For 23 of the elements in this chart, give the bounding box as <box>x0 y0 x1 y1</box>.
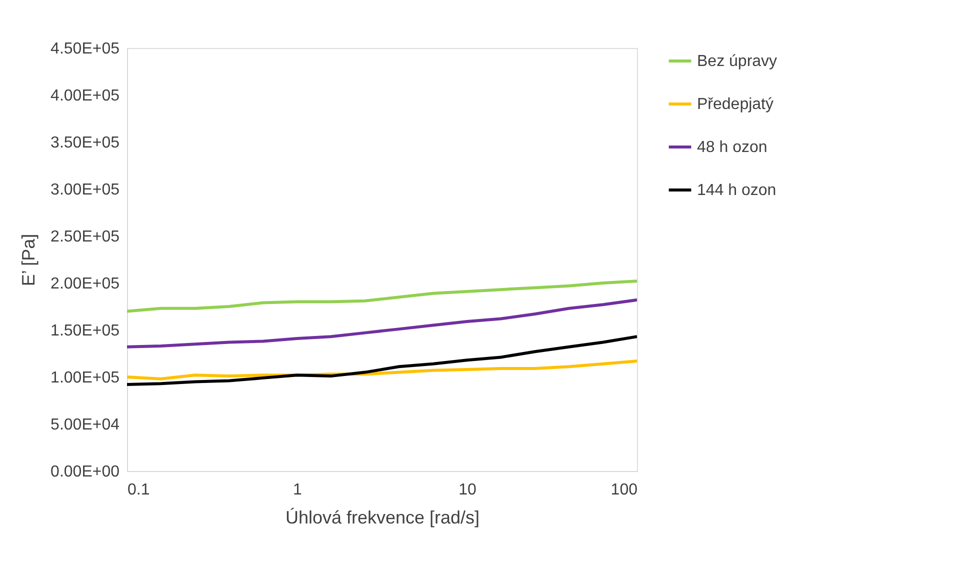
x-tick-label: 10 <box>458 482 476 498</box>
x-tick-label: 0.1 <box>128 482 150 498</box>
line-series <box>127 335 637 386</box>
line-series <box>127 280 637 313</box>
y-tick-label: 4.00E+05 <box>50 88 120 104</box>
x-axis-title: Úhlová frekvence [rad/s] <box>285 508 480 528</box>
legend-label: Předepjatý <box>697 96 774 113</box>
y-tick-label: 4.50E+05 <box>50 40 120 58</box>
y-tick-label: 2.50E+05 <box>50 228 120 246</box>
legend-label: Bez úpravy <box>697 53 778 70</box>
x-tick-label: 100 <box>610 482 638 498</box>
y-tick-label: 3.50E+05 <box>50 134 120 152</box>
legend-label: 144 h ozon <box>697 182 776 199</box>
x-tick-label: 1 <box>293 482 302 498</box>
legend-label: 48 h ozon <box>697 139 768 156</box>
y-tick-label: 1.50E+05 <box>50 322 120 340</box>
y-tick-label: 2.00E+05 <box>50 276 120 292</box>
y-tick-label: 3.00E+05 <box>50 182 120 198</box>
y-tick-label: 1.00E+05 <box>50 370 120 386</box>
y-axis-title: E’ [Pa] <box>18 234 39 286</box>
line-series <box>127 298 637 348</box>
y-tick-label: 0.00E+00 <box>50 464 120 480</box>
y-tick-label: 5.00E+04 <box>50 416 120 434</box>
